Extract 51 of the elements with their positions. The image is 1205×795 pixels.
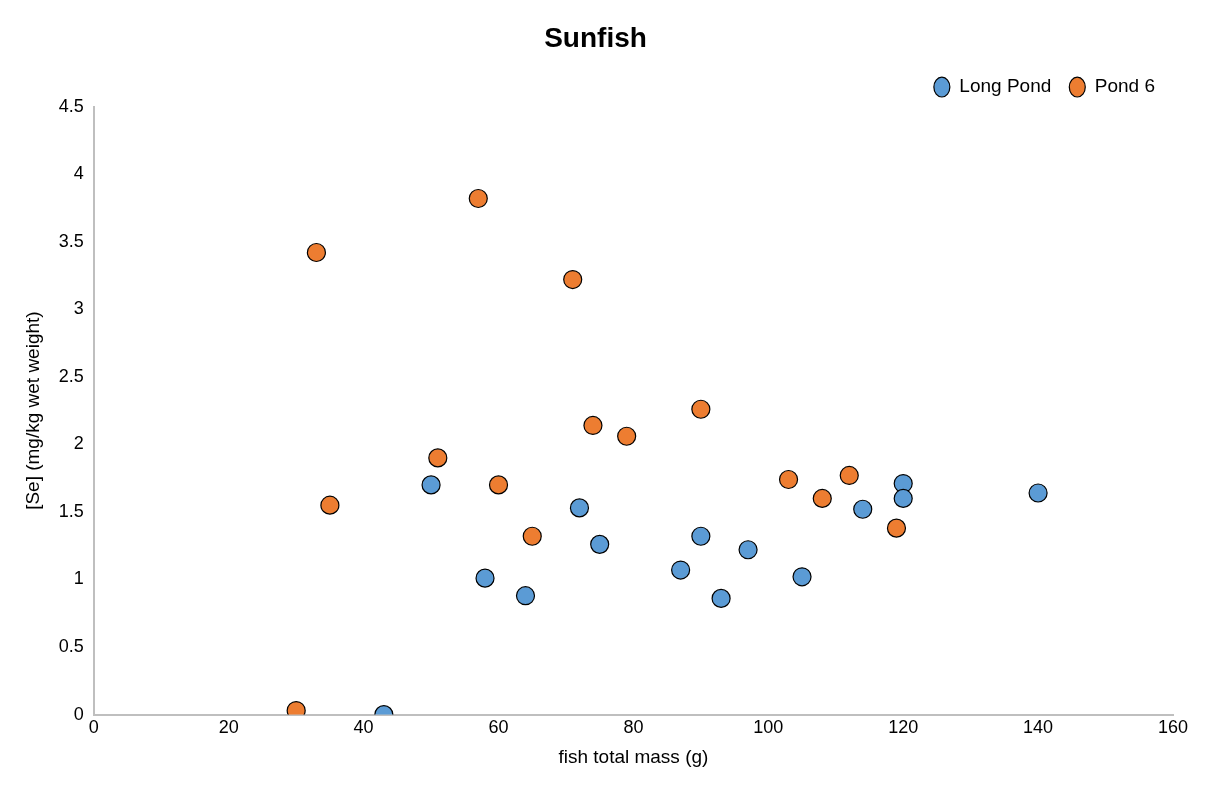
point <box>839 465 859 486</box>
point <box>1028 483 1048 503</box>
point <box>711 588 731 608</box>
y-tick-label: 3.5 <box>58 230 84 251</box>
y-tick-label: 4.5 <box>58 95 84 116</box>
x-tick-label: 100 <box>753 717 784 738</box>
point <box>475 568 495 588</box>
point <box>590 534 610 554</box>
point <box>421 475 441 495</box>
point <box>522 526 542 546</box>
point <box>569 498 590 518</box>
y-tick-label: 4 <box>73 163 84 184</box>
point <box>306 242 326 263</box>
legend-label: Pond 6 <box>1094 75 1156 97</box>
x-tick-label: 80 <box>623 717 644 738</box>
y-tick-label: 0 <box>73 703 84 724</box>
y-tick-label: 1 <box>73 568 84 589</box>
point <box>320 495 340 515</box>
x-tick-label: 120 <box>888 717 919 738</box>
y-tick-label: 3 <box>73 298 84 319</box>
x-tick-label: 20 <box>218 717 239 738</box>
legend-label: Long Pond <box>959 75 1052 97</box>
point <box>853 499 873 519</box>
point <box>468 188 488 209</box>
point <box>893 488 913 509</box>
point <box>617 426 637 446</box>
x-tick-label: 60 <box>488 717 509 738</box>
y-axis-title: [Se] (mg/kg wet weight) <box>21 311 43 510</box>
y-tick-label: 2.5 <box>58 365 84 386</box>
point <box>691 399 711 419</box>
point <box>515 586 536 606</box>
x-tick-label: 40 <box>353 717 374 738</box>
x-tick-label: 0 <box>88 717 99 738</box>
x-axis-title: fish total mass (g) <box>558 745 709 767</box>
point <box>488 475 509 495</box>
point <box>738 540 758 560</box>
point <box>671 560 691 580</box>
point <box>778 469 799 490</box>
point <box>812 488 832 509</box>
x-tick-label: 140 <box>1023 717 1054 738</box>
point <box>792 567 812 587</box>
x-tick-label: 160 <box>1157 717 1189 738</box>
point <box>886 518 907 538</box>
point <box>563 269 583 290</box>
chart-title: Sunfish <box>544 21 647 53</box>
point <box>583 415 603 436</box>
y-tick-label: 2 <box>73 433 84 454</box>
point <box>428 448 448 468</box>
y-tick-label: 1.5 <box>58 500 84 521</box>
y-tick-label: 0.5 <box>58 636 84 657</box>
point <box>691 526 711 546</box>
